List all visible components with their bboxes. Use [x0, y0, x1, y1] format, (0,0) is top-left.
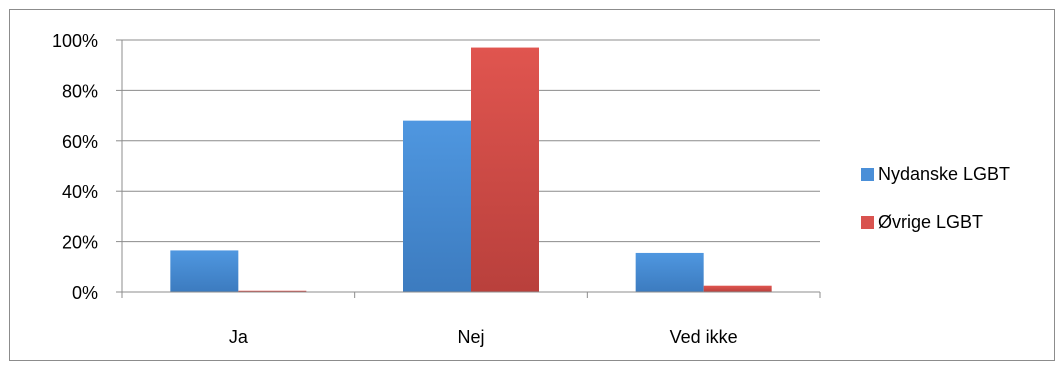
- legend-label: Øvrige LGBT: [878, 212, 983, 232]
- bar-ovrige-2: [703, 285, 772, 292]
- y-tick-label: 80%: [62, 81, 98, 101]
- y-tick-labels: 0% 20% 40% 60% 80% 100%: [52, 31, 98, 303]
- bar-nydanske-1: [403, 120, 471, 292]
- axes: [121, 40, 821, 298]
- y-tick-label: 60%: [62, 132, 98, 152]
- legend: Nydanske LGBT Øvrige LGBT: [861, 164, 1010, 232]
- x-tick-label: Ja: [229, 327, 249, 347]
- legend-swatch: [861, 216, 874, 229]
- y-tick-label: 100%: [52, 31, 98, 51]
- x-tick-label: Nej: [457, 327, 484, 347]
- bar-nydanske-2: [635, 252, 704, 292]
- y-tick-label: 40%: [62, 182, 98, 202]
- y-tick-label: 20%: [62, 233, 98, 253]
- legend-swatch: [861, 168, 874, 181]
- x-tick-label: Ved ikke: [670, 327, 738, 347]
- bar-nydanske-0: [170, 250, 239, 292]
- x-tick-labels: Ja Nej Ved ikke: [229, 327, 738, 347]
- bar-ovrige-1: [471, 47, 539, 293]
- bars: [170, 47, 772, 293]
- y-tick-label: 0%: [72, 283, 98, 303]
- bar-ovrige-0: [238, 290, 307, 292]
- legend-label: Nydanske LGBT: [878, 164, 1010, 184]
